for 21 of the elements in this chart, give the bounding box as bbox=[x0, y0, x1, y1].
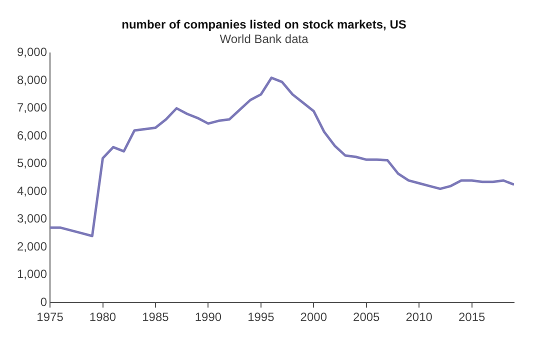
x-tick-label: 1985 bbox=[142, 310, 170, 324]
x-tick-label: 2000 bbox=[300, 310, 328, 324]
x-tick-label: 1990 bbox=[194, 310, 222, 324]
x-tick-label: 2010 bbox=[406, 310, 433, 324]
x-tick-label: 1995 bbox=[248, 310, 275, 324]
chart-subtitle: World Bank data bbox=[220, 32, 309, 46]
y-tick-label: 4,000 bbox=[17, 184, 48, 198]
x-tick-label: 1975 bbox=[36, 310, 64, 324]
y-tick-label: 6,000 bbox=[17, 128, 48, 142]
x-tick-label: 2005 bbox=[353, 310, 380, 324]
y-tick-label: 0 bbox=[40, 294, 48, 309]
y-tick-label: 2,000 bbox=[17, 239, 48, 254]
y-tick-label: 5,000 bbox=[17, 156, 48, 170]
y-tick-label: 3,000 bbox=[17, 212, 48, 226]
x-tick-label: 1980 bbox=[89, 310, 116, 324]
y-tick-label: 1,000 bbox=[17, 267, 48, 282]
y-tick-label: 8,000 bbox=[17, 72, 48, 87]
y-tick-label: 7,000 bbox=[17, 100, 48, 115]
y-tick-label: 9,000 bbox=[17, 45, 48, 60]
chart-title: number of companies listed on stock markets, US bbox=[122, 18, 406, 32]
x-tick-label: 2015 bbox=[458, 310, 486, 324]
